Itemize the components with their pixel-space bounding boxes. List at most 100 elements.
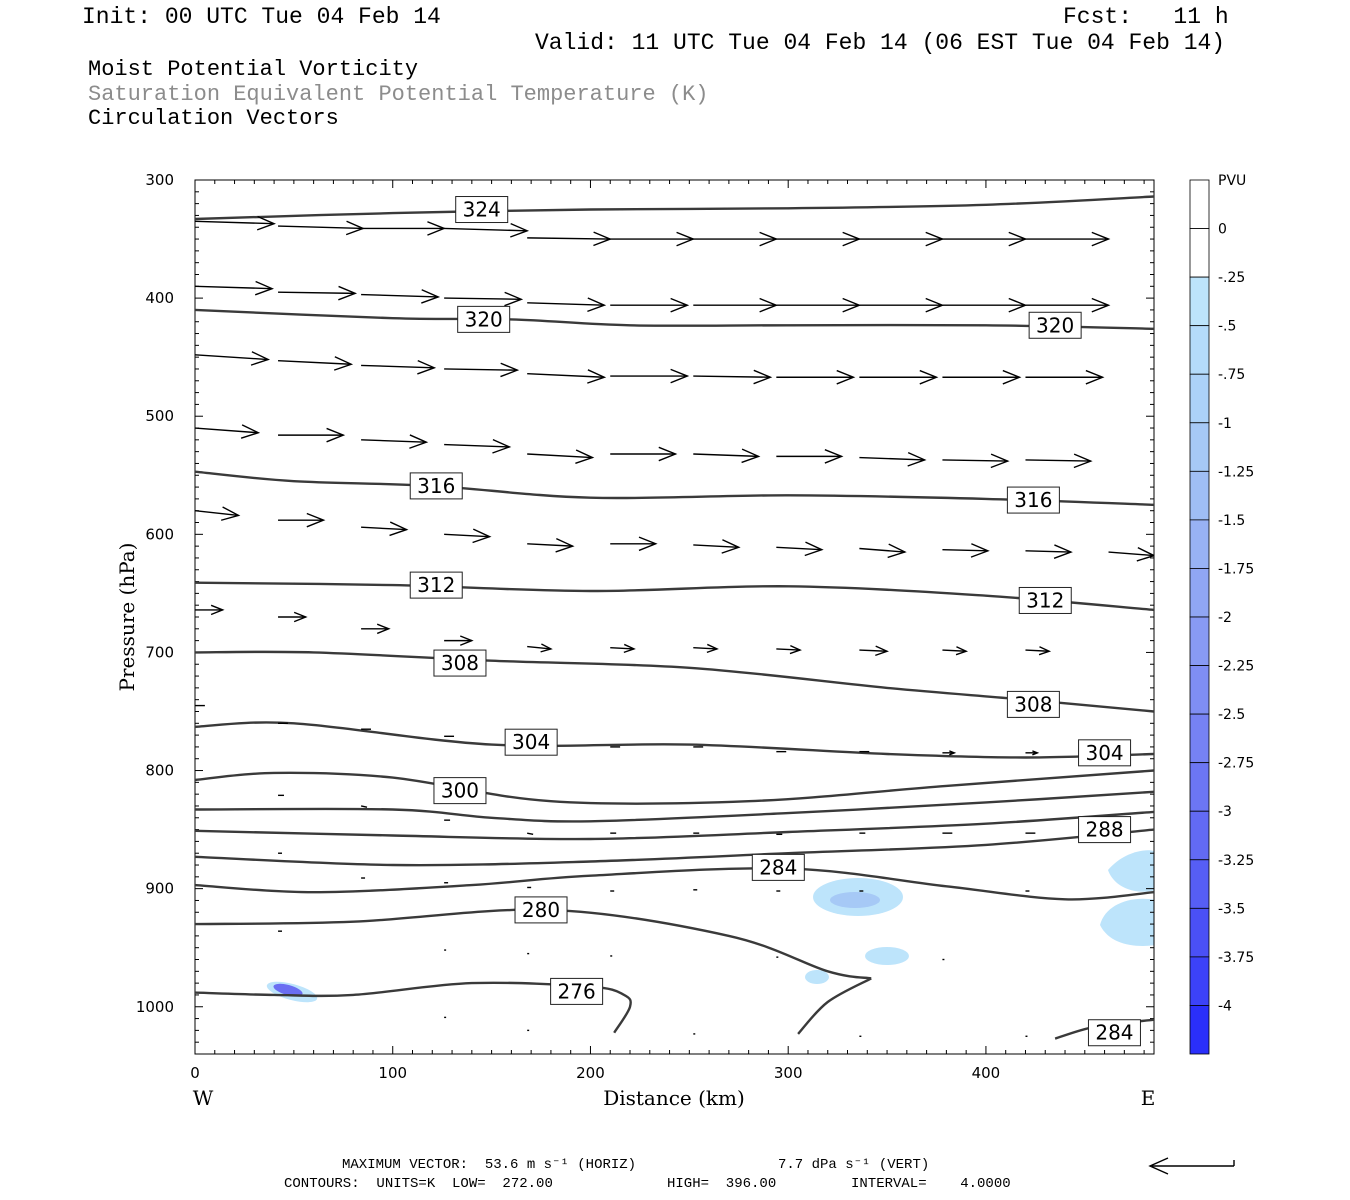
contour-label-box <box>1087 1019 1141 1047</box>
vector-shaft <box>444 443 510 448</box>
contour-label-box <box>457 305 511 333</box>
field-title-vectors: Circulation Vectors <box>88 106 339 131</box>
vector-head <box>254 280 275 296</box>
vector-arrow <box>610 643 636 654</box>
vector-head <box>326 427 346 443</box>
contour-line-300 <box>195 769 1154 805</box>
vector-arrow <box>278 611 308 623</box>
colorbar-label: -1 <box>1218 416 1232 432</box>
mpv-shading-layer <box>266 850 1154 1003</box>
vector-arrow <box>776 231 862 247</box>
vector-arrow <box>195 280 275 296</box>
contour-line-296 <box>195 790 1154 823</box>
x-west-label: W <box>193 1086 214 1110</box>
contour-line-292 <box>195 810 1154 841</box>
contour-label-box <box>1006 486 1060 514</box>
vector-head <box>510 222 530 238</box>
field-title-mpv: Moist Potential Vorticity <box>88 57 419 82</box>
vector-head <box>706 643 719 654</box>
vector-arrow <box>527 832 534 836</box>
vector-arrow <box>693 643 719 654</box>
vector-head <box>789 644 802 655</box>
vector-arrow <box>361 521 409 537</box>
vector-arrow <box>693 369 773 385</box>
vector-head <box>1091 297 1111 313</box>
contour-label: 276 <box>558 979 596 1003</box>
vector-arrow <box>610 368 690 384</box>
vector-shaft <box>361 364 435 369</box>
colorbar-label: 0 <box>1218 222 1227 238</box>
contour-label-box <box>550 977 604 1005</box>
vector-head <box>575 449 595 464</box>
vector-head <box>949 750 957 756</box>
vector-head <box>240 424 261 439</box>
vector-shaft <box>195 285 273 290</box>
mpv-region <box>1108 850 1154 892</box>
vector-arrow <box>527 369 607 384</box>
vector-head <box>836 369 856 385</box>
colorbar-swatch <box>1189 713 1210 764</box>
mpv-region <box>865 947 909 965</box>
vector-head <box>587 297 607 313</box>
vector-head <box>389 521 409 537</box>
vector-arrow <box>693 297 779 313</box>
vector-shaft <box>776 546 822 551</box>
vector-arrow <box>776 369 856 385</box>
vector-arrow <box>527 231 613 247</box>
vector-head <box>1085 369 1105 385</box>
vector-arrow <box>776 297 862 313</box>
colorbar-swatch <box>1189 422 1210 472</box>
minor-ticks <box>195 180 1154 1054</box>
contour-label: 316 <box>1014 488 1052 512</box>
colorbar-label: -3 <box>1218 804 1232 820</box>
mpv-region <box>1100 898 1154 946</box>
vector-head <box>500 362 520 378</box>
vector-arrow <box>859 297 945 313</box>
vector-shaft <box>278 360 352 365</box>
vector-arrow <box>361 434 429 449</box>
field-title-theta-e: Saturation Equivalent Potential Temperat… <box>88 82 709 107</box>
vector-arrow <box>444 222 530 238</box>
vector-arrow <box>1108 547 1154 562</box>
vector-arrow <box>1025 369 1105 385</box>
colorbar-label: -3.75 <box>1218 950 1254 966</box>
contour-line-284 <box>797 977 872 1035</box>
colorbar-swatch <box>1189 665 1210 715</box>
vector-shaft <box>278 291 356 295</box>
vector-arrow <box>444 362 520 378</box>
vector-arrow <box>942 369 1022 385</box>
vector-head <box>492 439 512 454</box>
colorbar-label: PVU <box>1218 173 1246 189</box>
colorbar-swatch <box>1189 810 1210 861</box>
vector-head <box>1073 453 1093 469</box>
reference-vector-icon <box>1148 1157 1235 1175</box>
vector-shaft <box>859 456 925 461</box>
max-vector-label: MAXIMUM VECTOR: 53.6 m s⁻¹ (HORIZ) <box>342 1157 637 1173</box>
colorbar-label: -1.5 <box>1218 513 1245 529</box>
colorbar-swatch <box>1189 907 1210 958</box>
vector-arrow <box>859 369 939 385</box>
vector-head <box>1053 544 1073 559</box>
contour-line-312 <box>195 581 1154 612</box>
vector-head <box>753 369 773 385</box>
contour-line-316 <box>195 470 1154 506</box>
contour-label-box <box>455 196 509 224</box>
vector-arrow <box>444 635 474 646</box>
vector-arrow <box>1025 646 1052 656</box>
vector-arrow <box>610 446 678 462</box>
x-east-label: E <box>1141 1086 1156 1110</box>
colorbar-swatch <box>1189 373 1210 424</box>
contour-label: 324 <box>463 198 501 222</box>
contour-line-280 <box>195 908 872 980</box>
contour-label-box <box>751 853 805 881</box>
vector-arrow <box>1025 231 1111 247</box>
forecast-hour-label: Fcst: 11 h <box>1063 4 1229 30</box>
valid-time-label: Valid: 11 UTC Tue 04 Feb 14 (06 EST Tue … <box>535 30 1226 56</box>
y-tick-label: 1000 <box>136 998 174 1016</box>
vector-arrow <box>1025 750 1040 756</box>
vector-shaft <box>527 302 605 306</box>
x-tick-label: 100 <box>378 1064 407 1082</box>
vector-head <box>670 368 690 384</box>
colorbar-swatch <box>1189 276 1210 327</box>
